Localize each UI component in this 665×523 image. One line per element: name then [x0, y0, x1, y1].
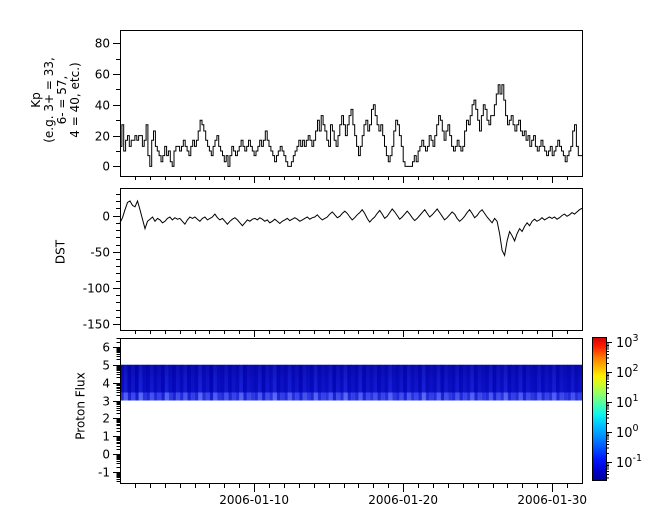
dst-panel: 0 -50 -100 -150	[83, 188, 583, 337]
proton-flux-panel: -1 0 1 2 3 4 5 6 2006-01-10 2006-01-20 2006-01-30	[98, 338, 587, 507]
svg-text:10-1: 10-1	[616, 453, 642, 471]
svg-text:0: 0	[102, 210, 110, 224]
svg-text:40: 40	[95, 99, 110, 113]
svg-text:4: 4	[102, 377, 110, 391]
dst-axis-label: DST	[53, 239, 68, 265]
svg-text:0: 0	[102, 160, 110, 174]
svg-text:-100: -100	[83, 282, 110, 296]
svg-text:1: 1	[102, 430, 110, 444]
svg-text:3: 3	[102, 395, 110, 409]
svg-text:20: 20	[95, 130, 110, 144]
svg-text:-150: -150	[83, 318, 110, 332]
kp-axis-label: Kp (e.g. 3+ = 33, 6- = 57, 4 = 40, etc.)	[29, 57, 82, 143]
svg-text:-50: -50	[90, 246, 110, 260]
svg-text:0: 0	[102, 448, 110, 462]
svg-text:101: 101	[616, 393, 639, 411]
svg-text:2006-01-20: 2006-01-20	[368, 493, 438, 507]
dst-panel-series	[119, 199, 583, 258]
svg-text:60: 60	[95, 68, 110, 82]
svg-text:5: 5	[102, 359, 110, 373]
colorbar: 103 102 101 100 10-1	[592, 333, 642, 481]
proton-flux-axis-label: Proton Flux	[73, 372, 88, 440]
svg-text:102: 102	[616, 363, 639, 381]
kp-axis-label-line4: 4 = 40, etc.)	[68, 62, 82, 138]
kp-panel-series	[120, 84, 582, 167]
svg-text:2006-01-10: 2006-01-10	[219, 493, 289, 507]
svg-text:100: 100	[616, 423, 639, 441]
colorbar-gradient	[592, 337, 607, 481]
svg-text:80: 80	[95, 37, 110, 51]
proton-flux-band	[120, 364, 583, 401]
svg-text:103: 103	[616, 333, 639, 351]
svg-text:6: 6	[102, 341, 110, 355]
svg-text:2: 2	[102, 412, 110, 426]
svg-text:2006-01-30: 2006-01-30	[517, 493, 587, 507]
svg-text:-1: -1	[98, 466, 110, 480]
kp-panel: 0 20 40 60 80	[95, 30, 583, 183]
